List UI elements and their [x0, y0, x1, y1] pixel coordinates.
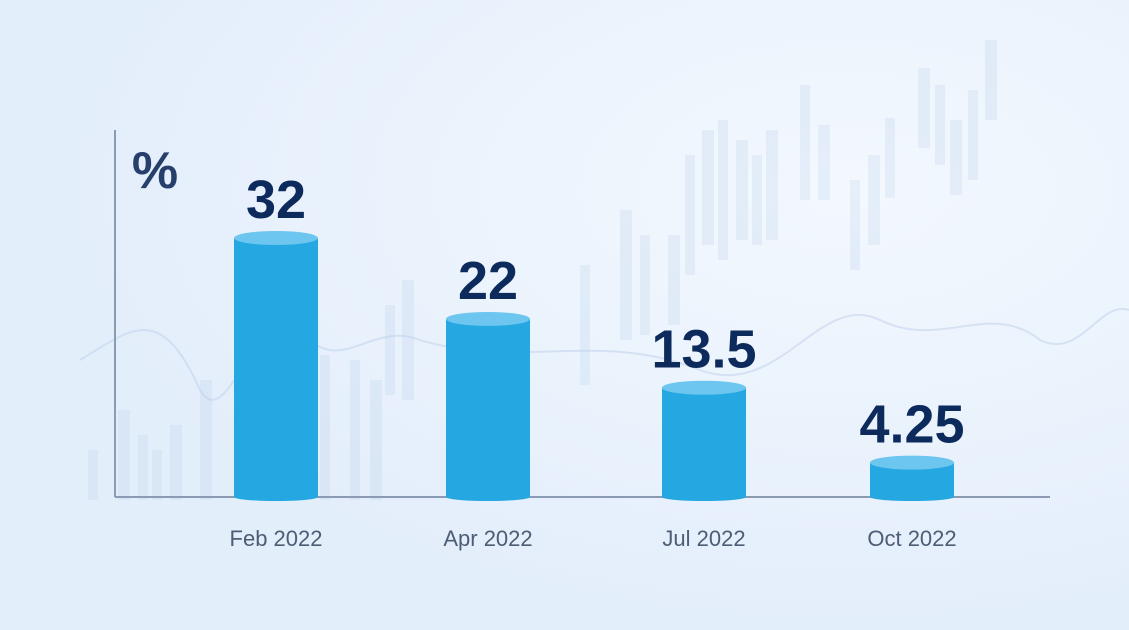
bars: 32 Feb 2022 22 Apr 2022 13.5 Jul 2022 4.25 Oct …	[230, 170, 965, 551]
x-tick-label: Oct 2022	[867, 526, 956, 551]
bar	[662, 387, 746, 497]
bar	[234, 238, 318, 497]
background-wave	[79, 307, 1129, 401]
x-tick-label: Jul 2022	[662, 526, 745, 551]
bar-group: 22 Apr 2022	[443, 251, 532, 551]
y-axis-unit-label: %	[132, 142, 178, 200]
bar-group: 32 Feb 2022	[230, 170, 323, 551]
bar-value-label: 22	[458, 251, 518, 311]
bar	[446, 318, 530, 497]
bar-top	[446, 311, 530, 326]
bar-top	[662, 380, 746, 395]
bar-value-label: 32	[246, 170, 306, 230]
bar-top	[870, 455, 954, 470]
x-tick-label: Apr 2022	[443, 526, 532, 551]
bar-group: 4.25 Oct 2022	[859, 395, 964, 551]
bar-top	[234, 231, 318, 245]
bar-group: 13.5 Jul 2022	[651, 320, 756, 551]
background-decoration	[88, 40, 997, 500]
bar-value-label: 4.25	[859, 395, 964, 455]
x-tick-label: Feb 2022	[230, 526, 323, 551]
bar-value-label: 13.5	[651, 320, 756, 380]
